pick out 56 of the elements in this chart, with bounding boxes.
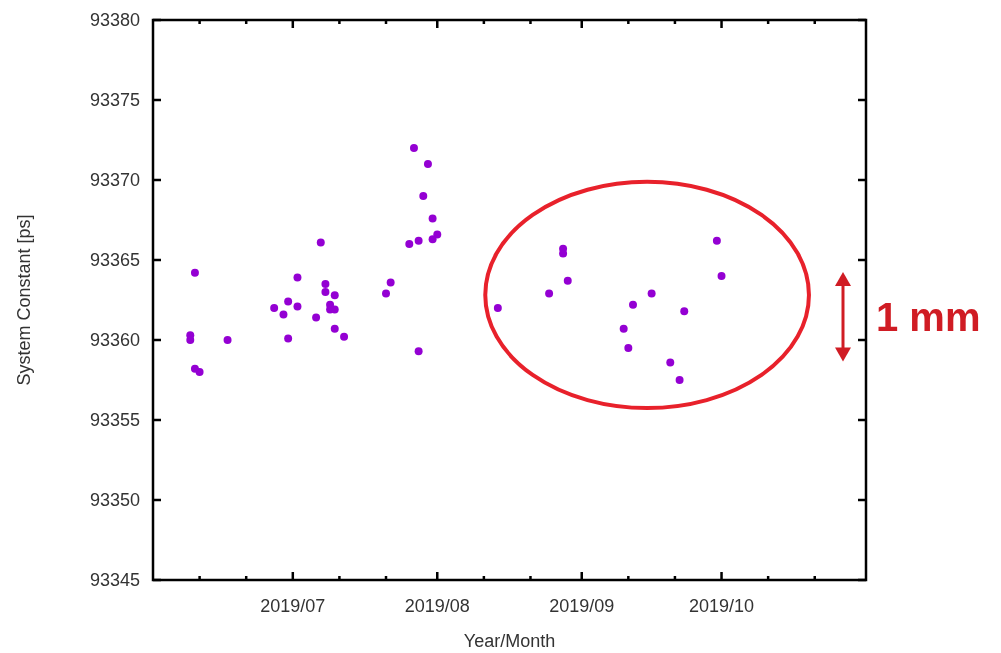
point	[428, 214, 437, 223]
point	[186, 336, 195, 344]
point	[405, 240, 414, 248]
y-tick-label: 93350	[89, 490, 140, 511]
point	[624, 344, 633, 352]
point	[414, 347, 423, 356]
point	[312, 313, 321, 322]
point	[382, 289, 390, 298]
x-tick-label: 2019/08	[404, 596, 470, 616]
point	[284, 297, 293, 306]
point	[330, 324, 339, 333]
point	[330, 291, 339, 300]
point	[190, 268, 199, 277]
point	[423, 160, 432, 168]
point	[493, 304, 502, 312]
y-axis-title: System Constant [ps]	[14, 214, 34, 386]
point	[279, 310, 288, 319]
y-tick-label: 93355	[89, 410, 140, 431]
point	[619, 324, 628, 333]
point	[712, 236, 721, 245]
y-tick-label: 93345	[89, 570, 140, 591]
point	[433, 230, 442, 239]
point	[340, 332, 349, 341]
point	[293, 273, 302, 282]
x-tick-label: 2019/10	[689, 596, 755, 616]
y-tick-label: 93360	[89, 330, 140, 351]
point	[316, 238, 325, 247]
point	[717, 272, 726, 280]
point	[270, 304, 279, 312]
point	[195, 368, 204, 376]
point	[321, 288, 330, 296]
point	[545, 289, 554, 298]
x-axis-title: Year/Month	[463, 631, 556, 651]
point	[629, 300, 637, 309]
point	[680, 307, 689, 316]
point	[414, 236, 423, 245]
y-tick-label: 93370	[89, 170, 140, 191]
x-tick-label: 2019/09	[549, 596, 615, 616]
y-tick-label: 93375	[89, 90, 140, 111]
point	[223, 336, 232, 344]
point	[559, 249, 568, 258]
point	[563, 276, 572, 285]
point	[419, 192, 428, 200]
point	[666, 358, 675, 367]
point	[647, 289, 656, 298]
point	[386, 278, 395, 287]
y-tick-label: 93380	[89, 10, 140, 31]
point	[293, 302, 302, 311]
y-tick-label: 93365	[89, 250, 140, 271]
x-tick-label: 2019/07	[260, 596, 326, 616]
point	[675, 376, 684, 384]
point	[321, 280, 330, 288]
point	[428, 235, 437, 244]
point	[284, 334, 293, 343]
text: 1 mm	[876, 294, 981, 339]
point	[409, 144, 418, 152]
